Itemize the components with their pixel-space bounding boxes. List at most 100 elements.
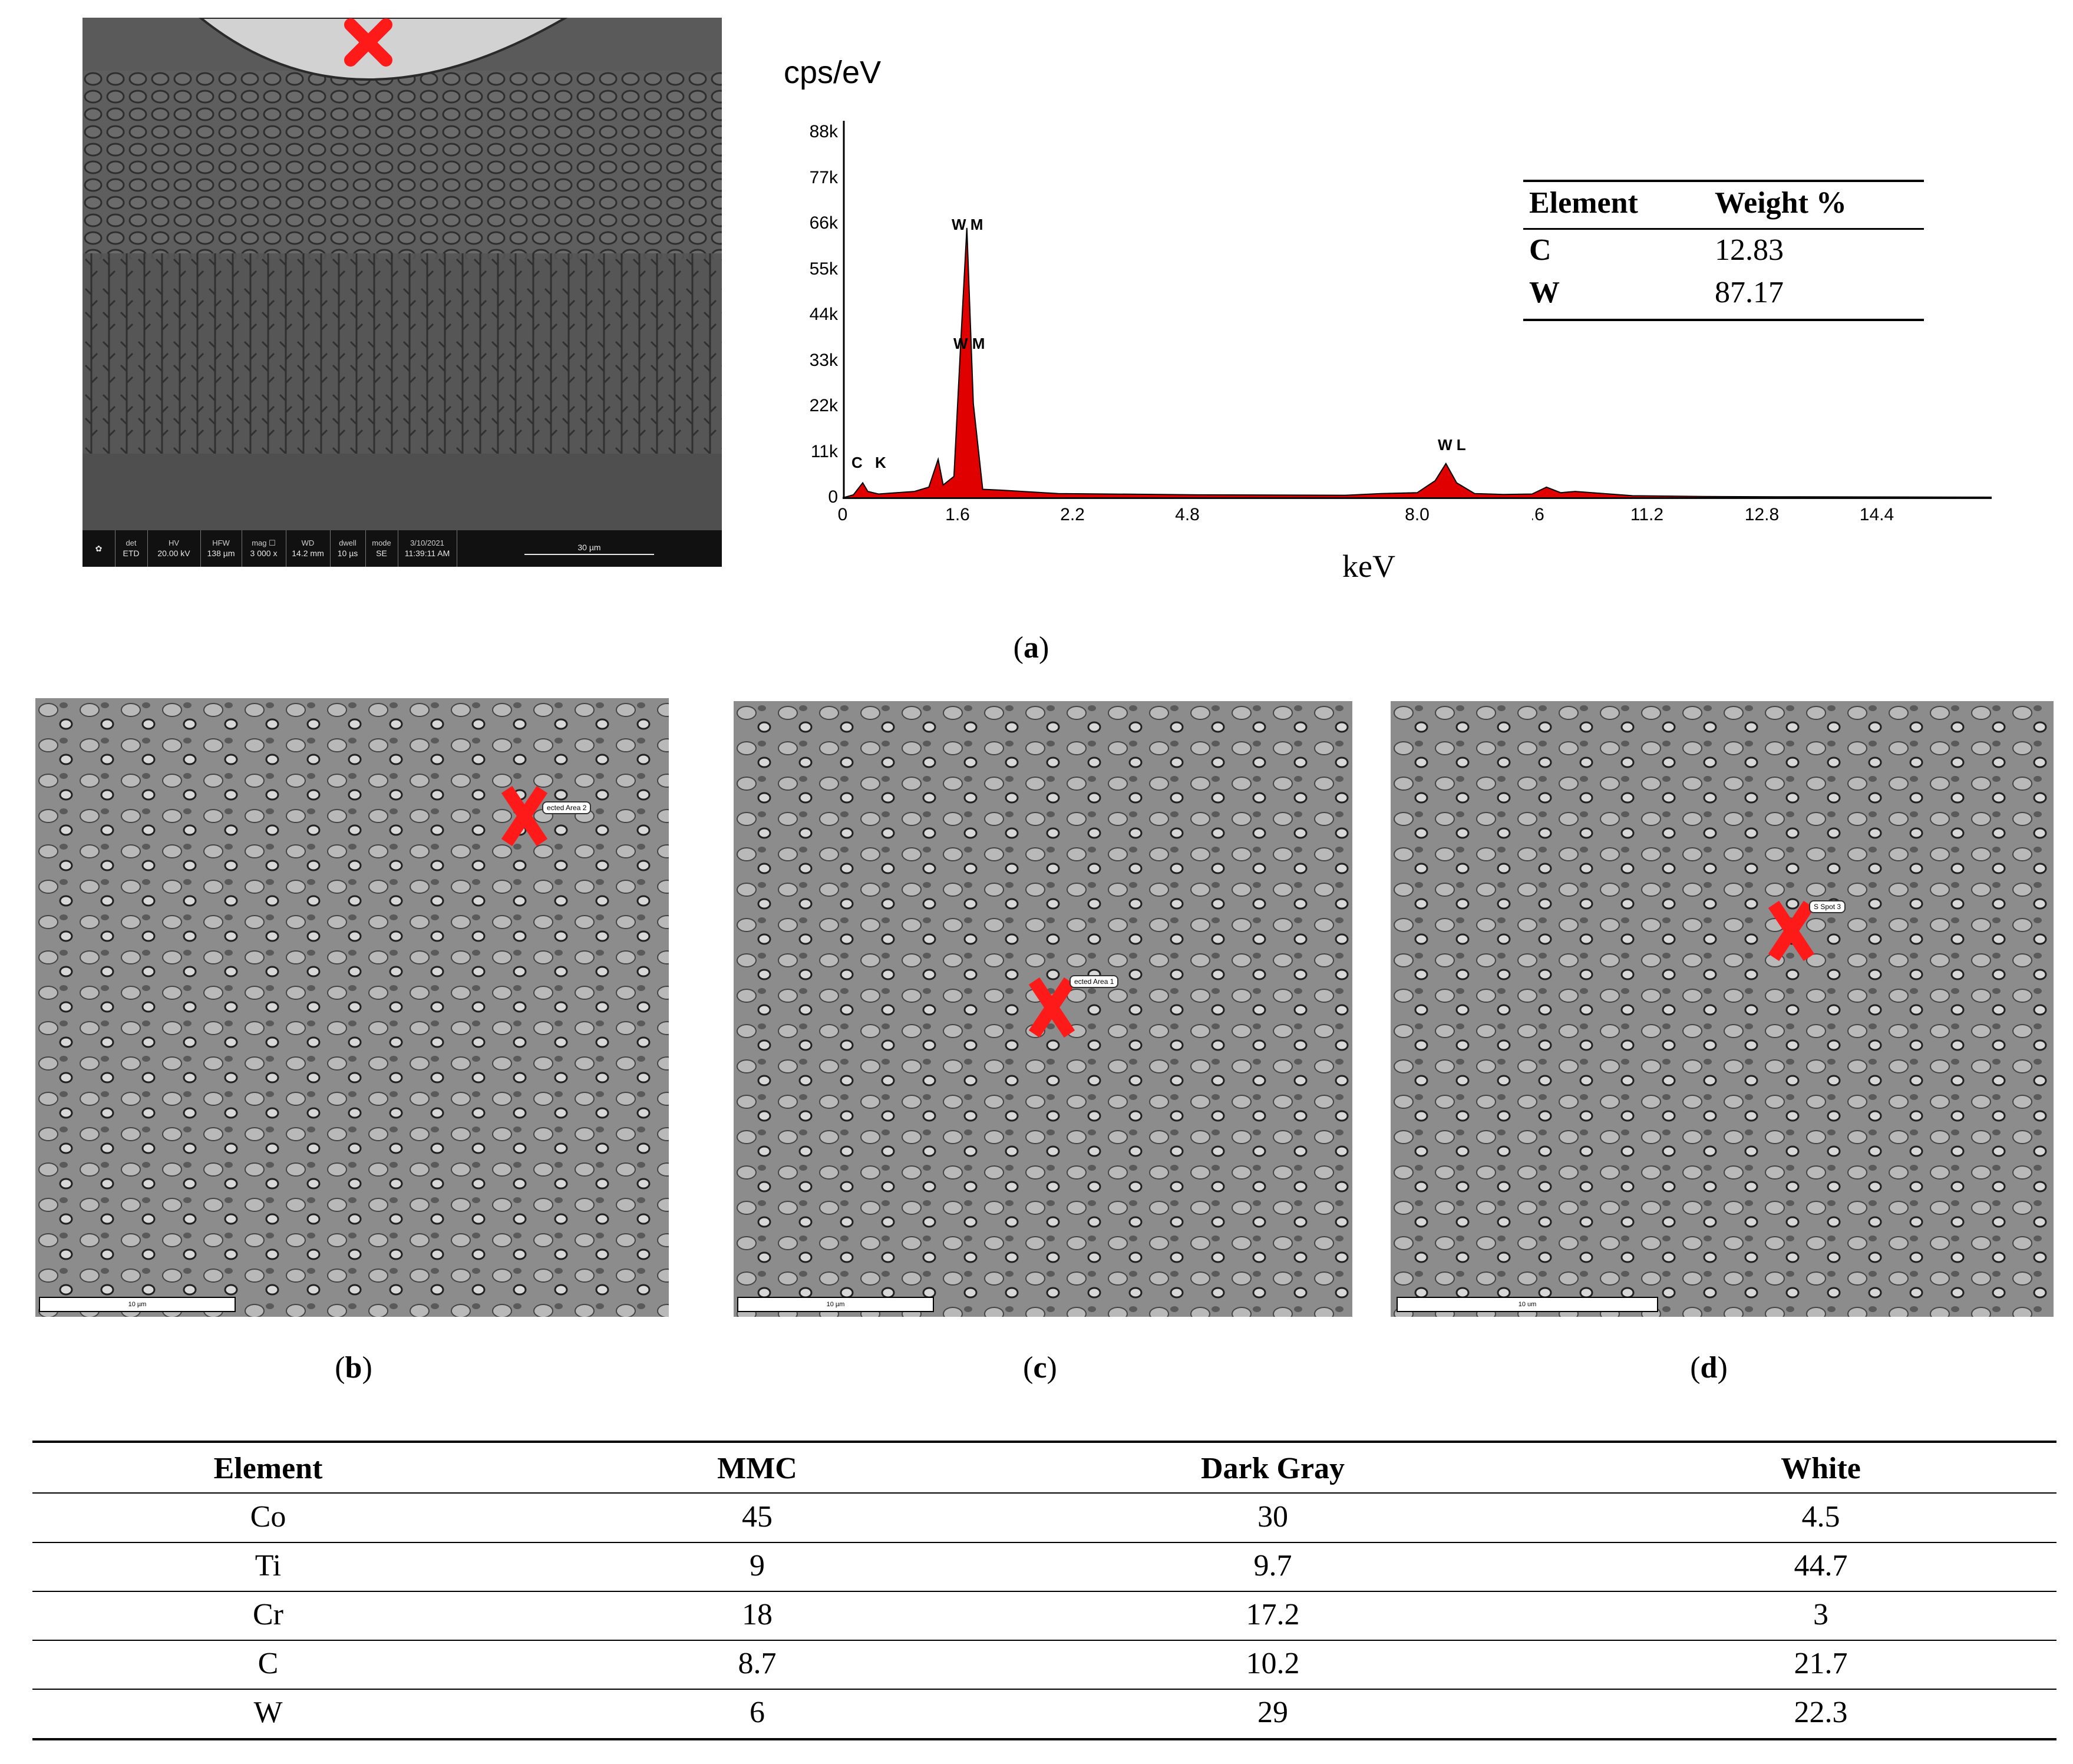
meta-label: HFW <box>212 538 230 547</box>
scale-bar-label: 30 µm <box>577 542 601 552</box>
table-header: MMC <box>717 1452 797 1485</box>
y-tick-label: 88k <box>809 122 838 141</box>
table-rule-bottom <box>32 1738 2057 1740</box>
table-rule <box>32 1492 2057 1494</box>
sem-image-b: ected Area 2 10 µm <box>35 698 669 1317</box>
red-x-marker <box>1768 900 1815 962</box>
scale-bar-c: 10 µm <box>737 1297 934 1312</box>
table-cell: 21.7 <box>1794 1647 1848 1680</box>
red-x-marker <box>501 785 548 847</box>
y-tick-label: 44k <box>809 305 838 324</box>
caption-a: (a) <box>1013 631 1049 665</box>
table-rule-bottom <box>1523 319 1924 321</box>
sem-image-d: S Spot 3 10 um <box>1391 701 2054 1317</box>
table-cell: 12.83 <box>1715 233 1784 267</box>
sem-image-a: ✿ det ETD HV 20.00 kV HFW 138 µm mag ☐ 3 000… <box>82 18 722 567</box>
table-header: Element <box>213 1452 323 1485</box>
y-tick-label: 55k <box>809 259 838 279</box>
table-cell: 10.2 <box>1246 1647 1300 1680</box>
table-rule-top <box>32 1441 2057 1443</box>
scale-bar-line <box>524 554 654 556</box>
inset-weight-table: Element Weight % C 12.83 W 87.17 <box>1523 180 1924 321</box>
fei-logo-icon: ✿ <box>82 530 115 567</box>
table-header: Dark Gray <box>1200 1452 1345 1485</box>
caption-d: (d) <box>1690 1351 1728 1385</box>
sem-image-c: ected Area 1 10 µm <box>734 701 1352 1317</box>
table-cell: Co <box>250 1500 286 1534</box>
table-cell: C <box>258 1647 279 1680</box>
table-cell: 44.7 <box>1794 1549 1848 1583</box>
table-cell: 4.5 <box>1801 1500 1840 1534</box>
y-tick-label: 77k <box>809 167 838 187</box>
marker-label-c: ected Area 1 <box>1069 975 1119 988</box>
scale-bar-b: 10 µm <box>39 1297 236 1312</box>
table-rule-top <box>1523 180 1924 182</box>
x-tick-label: 1.6 <box>945 505 970 524</box>
caption-b: (b) <box>335 1351 372 1385</box>
x-tick-label: 12.8 <box>1744 505 1780 524</box>
meta-label: mode <box>372 538 391 547</box>
meta-label: dwell <box>339 538 356 547</box>
sem-info-bar: ✿ det ETD HV 20.00 kV HFW 138 µm mag ☐ 3 000… <box>82 530 722 567</box>
y-tick-label: 11k <box>810 441 838 461</box>
table-cell: 9 <box>750 1549 765 1583</box>
meta-label: mag ☐ <box>252 538 276 547</box>
table-cell: 87.17 <box>1715 276 1784 309</box>
table-cell: 8.7 <box>738 1647 777 1680</box>
x-tick-label: 11.2 <box>1630 505 1664 524</box>
red-x-marker <box>344 18 392 67</box>
table-cell: 6 <box>750 1696 765 1729</box>
spectrum-ylabel: cps/eV <box>784 55 882 90</box>
table-cell: 45 <box>742 1500 773 1534</box>
x-tick-label: 4.8 <box>1175 505 1200 524</box>
table-cell: 17.2 <box>1246 1598 1300 1631</box>
caption-c: (c) <box>1023 1351 1057 1385</box>
table-cell: Cr <box>253 1598 283 1631</box>
y-tick-label: 33k <box>809 350 838 370</box>
peak-label-w-m-1: W M <box>952 216 983 233</box>
table-cell: C <box>1529 233 1552 267</box>
meta-value: ETD <box>123 549 140 559</box>
table-cell: 18 <box>742 1598 773 1631</box>
meta-label: det <box>126 538 137 547</box>
marker-label-d: S Spot 3 <box>1809 900 1846 913</box>
meta-value: SE <box>376 549 387 559</box>
meta-value: 138 µm <box>207 549 235 559</box>
meta-label: HV <box>168 538 180 547</box>
x-tick-label: 0 <box>837 505 848 524</box>
y-tick-label: 66k <box>809 213 838 233</box>
table-rule <box>32 1591 2057 1592</box>
x-tick-label: 8.0 <box>1405 505 1430 524</box>
red-x-marker <box>1028 977 1075 1038</box>
scale-bar-d: 10 um <box>1397 1297 1658 1312</box>
y-tick-label: 0 <box>828 487 838 507</box>
y-tick-label: 22k <box>809 396 838 415</box>
axis-gap-mask-2 <box>1473 507 1532 533</box>
table-cell: 22.3 <box>1794 1696 1848 1729</box>
axis-gap-mask-1 <box>1285 507 1373 533</box>
peak-label-k: K <box>875 454 886 471</box>
table-cell: W <box>1529 276 1560 309</box>
spectrum-xlabel: keV <box>1342 549 1395 584</box>
peak-label-w-l: W L <box>1438 436 1466 454</box>
marker-label-b: ected Area 2 <box>542 801 592 814</box>
table-header-element: Element <box>1529 186 1638 220</box>
meta-value: 3 000 x <box>250 549 278 559</box>
table-cell: 3 <box>1813 1598 1828 1631</box>
x-tick-label: 2.2 <box>1060 505 1085 524</box>
table-rule <box>32 1542 2057 1543</box>
table-header: White <box>1781 1452 1861 1485</box>
peak-label-w-m-2: W M <box>953 335 985 352</box>
table-rule <box>32 1689 2057 1690</box>
x-tick-label: 14.4 <box>1859 505 1894 524</box>
meta-label: WD <box>301 538 315 547</box>
meta-label: 3/10/2021 <box>410 538 444 547</box>
peak-label-c: C <box>851 454 863 471</box>
table-rule <box>32 1640 2057 1641</box>
eds-spectrum-plot <box>843 121 1992 533</box>
meta-value: 20.00 kV <box>157 549 190 559</box>
table-cell: W <box>253 1696 283 1729</box>
meta-value: 10 µs <box>337 549 358 559</box>
table-cell: 9.7 <box>1253 1549 1292 1583</box>
sem-image-a-texture <box>82 18 722 567</box>
